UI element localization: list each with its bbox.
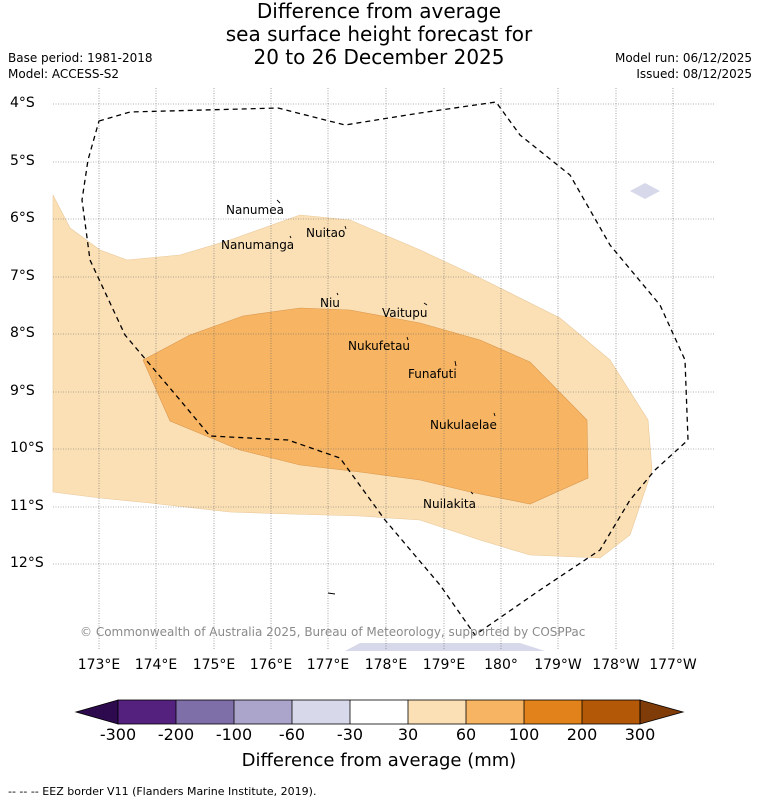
model-run: Model run: 06/12/2025 — [614, 51, 752, 65]
colorbar — [74, 699, 685, 725]
low-anomaly-patch-south — [345, 643, 545, 651]
lon-label-179w: 179°W — [534, 657, 582, 673]
lon-label-177w: 177°W — [649, 657, 697, 673]
nukulaelae-mark — [493, 412, 496, 417]
eez-border — [81, 101, 689, 636]
lon-label-178e: 178°E — [364, 657, 408, 673]
colorbar-segment-5 — [350, 700, 408, 724]
nuitao-mark — [344, 225, 347, 230]
lat-label-12s: 12°S — [10, 555, 44, 571]
lat-label-10s: 10°S — [10, 440, 44, 456]
island-label-vaitupu: Vaitupu — [382, 306, 428, 320]
lon-label-175e: 175°E — [192, 657, 236, 673]
anomaly-band-60-100 — [142, 307, 589, 505]
funafuti-mark — [454, 360, 457, 367]
colorbar-tick-2: -200 — [157, 725, 195, 744]
island-label-niu: Niu — [320, 296, 340, 310]
lat-label-11s: 11°S — [10, 498, 44, 514]
island-label-nukufetau: Nukufetau — [348, 339, 411, 353]
colorbar-tick-4: -60 — [278, 725, 306, 744]
nanumanga-mark — [289, 235, 292, 239]
meta-right: Model run: 06/12/2025 Issued: 08/12/2025 — [615, 50, 752, 82]
vaitupu-mark — [423, 302, 428, 306]
island-marks — [276, 199, 496, 595]
island-label-nuilakita: Nuilakita — [423, 497, 476, 511]
model-name: Model: ACCESS-S2 — [8, 67, 120, 81]
low-anomaly-patch-east — [630, 183, 660, 199]
lon-label-179e: 179°E — [422, 657, 466, 673]
colorbar-segment-2 — [176, 700, 234, 724]
colorbar-tick-8: 100 — [508, 725, 540, 744]
colorbar-title: Difference from average (mm) — [241, 750, 517, 771]
chart-title: Difference from average sea surface heig… — [0, 0, 758, 69]
colorbar-tick-7: 60 — [455, 725, 477, 744]
colorbar-segment-7 — [466, 700, 524, 724]
eez-legend: -- -- -- EEZ border V11 (Flanders Marine… — [8, 785, 317, 798]
lat-label-6s: 6°S — [10, 210, 35, 226]
lat-label-7s: 7°S — [10, 268, 35, 284]
island-label-nanumanga: Nanumanga — [221, 238, 295, 252]
lat-label-8s: 8°S — [10, 325, 35, 341]
meta-left: Base period: 1981-2018 Model: ACCESS-S2 — [8, 50, 153, 82]
niu-mark — [336, 292, 339, 296]
lon-label-178w: 178°W — [592, 657, 640, 673]
base-period: Base period: 1981-2018 — [8, 51, 153, 65]
nuilakita-mark — [470, 491, 474, 495]
colorbar-tick-1: -300 — [99, 725, 137, 744]
nanumea-mark — [276, 199, 281, 204]
copyright-notice: © Commonwealth of Australia 2025, Bureau… — [80, 625, 586, 639]
colorbar-tick-9: 200 — [566, 725, 598, 744]
island-label-nukulaelae: Nukulaelae — [430, 418, 497, 432]
lon-label-173e: 173°E — [77, 657, 121, 673]
colorbar-segment-9 — [582, 700, 640, 724]
lat-label-9s: 9°S — [10, 383, 35, 399]
lon-label-177e: 177°E — [306, 657, 350, 673]
colorbar-tick-3: -100 — [215, 725, 253, 744]
lon-gridlines — [98, 88, 674, 650]
colorbar-segment-1 — [118, 700, 176, 724]
island-label-nanumea: Nanumea — [226, 203, 284, 217]
title-line-1: Difference from average — [256, 0, 502, 23]
lon-label-176e: 176°E — [249, 657, 293, 673]
colorbar-segment-3 — [234, 700, 292, 724]
lat-label-4s: 4°S — [10, 95, 35, 111]
island-label-nuitao: Nuitao — [306, 226, 346, 240]
colorbar-extend-high — [639, 699, 685, 725]
title-line-3: 20 to 26 December 2025 — [253, 45, 505, 69]
lat-label-5s: 5°S — [10, 153, 35, 169]
lon-label-180: 180° — [484, 657, 518, 673]
colorbar-segment-8 — [524, 700, 582, 724]
colorbar-segment-6 — [408, 700, 466, 724]
island-label-funafuti: Funafuti — [408, 367, 457, 381]
nukufetau-mark — [406, 336, 409, 341]
colorbar-tick-6: 30 — [397, 725, 419, 744]
colorbar-segment-4 — [292, 700, 350, 724]
issued-date: Issued: 08/12/2025 — [636, 67, 752, 81]
colorbar-extend-low — [74, 699, 119, 725]
small-islet-mark — [327, 592, 336, 595]
colorbar-tick-10: 300 — [624, 725, 656, 744]
colorbar-tick-5: -30 — [336, 725, 364, 744]
lat-gridlines — [53, 103, 715, 565]
lon-label-174e: 174°E — [134, 657, 178, 673]
title-line-2: sea surface height forecast for — [225, 22, 533, 46]
